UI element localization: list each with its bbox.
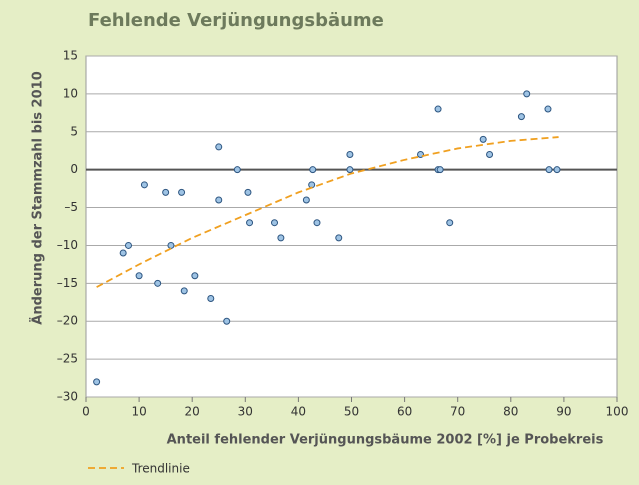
- plot-area: [85, 55, 618, 398]
- data-point: [215, 196, 223, 204]
- x-axis-label: Anteil fehlender Verjüngungsbäume 2002 […: [167, 433, 604, 448]
- data-point: [244, 188, 252, 196]
- legend-label: Trendlinie: [131, 462, 190, 476]
- x-tick-label: 60: [397, 405, 412, 419]
- x-tick-label: 100: [606, 405, 629, 419]
- data-point: [271, 219, 279, 227]
- data-point: [486, 151, 494, 159]
- x-tick-label: 30: [238, 405, 253, 419]
- data-point: [162, 188, 170, 196]
- x-tick-label: 0: [82, 405, 90, 419]
- data-point: [246, 219, 254, 227]
- data-point: [119, 249, 127, 257]
- y-tick-label: –25: [57, 352, 78, 366]
- data-point: [523, 90, 531, 98]
- x-tick-label: 90: [556, 405, 571, 419]
- data-point: [309, 166, 317, 174]
- data-point: [277, 234, 285, 242]
- data-point: [178, 188, 186, 196]
- data-point: [436, 166, 444, 174]
- data-point: [167, 241, 175, 249]
- data-point: [207, 294, 215, 302]
- y-tick-label: –10: [57, 238, 78, 252]
- y-tick-label: –20: [57, 314, 78, 328]
- data-point: [215, 143, 223, 151]
- data-point: [233, 166, 241, 174]
- y-axis-label: Änderung der Stammzahl bis 2010: [30, 71, 46, 324]
- x-tick-label: 50: [344, 405, 359, 419]
- data-point: [154, 279, 162, 287]
- data-point: [124, 241, 132, 249]
- y-tick-label: 5: [70, 124, 78, 138]
- data-point: [335, 234, 343, 242]
- data-point: [517, 113, 525, 121]
- data-point: [135, 272, 143, 280]
- data-point: [93, 378, 101, 386]
- chart-title: Fehlende Verjüngungsbäume: [88, 10, 384, 31]
- data-point: [346, 151, 354, 159]
- y-tick-label: 0: [70, 162, 78, 176]
- data-point: [346, 166, 354, 174]
- y-tick-label: –5: [64, 200, 78, 214]
- data-point: [553, 166, 561, 174]
- data-point: [544, 105, 552, 113]
- x-tick-label: 80: [503, 405, 518, 419]
- data-point: [191, 272, 199, 280]
- data-point: [223, 317, 231, 325]
- data-point: [302, 196, 310, 204]
- x-tick-label: 70: [450, 405, 465, 419]
- data-point: [140, 181, 148, 189]
- data-point: [180, 287, 188, 295]
- data-point: [479, 135, 487, 143]
- y-tick-label: 10: [63, 86, 78, 100]
- x-tick-label: 40: [291, 405, 306, 419]
- data-point: [434, 105, 442, 113]
- data-point: [545, 166, 553, 174]
- data-point: [446, 219, 454, 227]
- y-tick-label: 15: [63, 49, 78, 63]
- data-point: [313, 219, 321, 227]
- y-tick-label: –15: [57, 276, 78, 290]
- y-tick-label: –30: [57, 390, 78, 404]
- x-tick-label: 10: [131, 405, 146, 419]
- trend-line: [96, 136, 559, 288]
- x-tick-label: 20: [185, 405, 200, 419]
